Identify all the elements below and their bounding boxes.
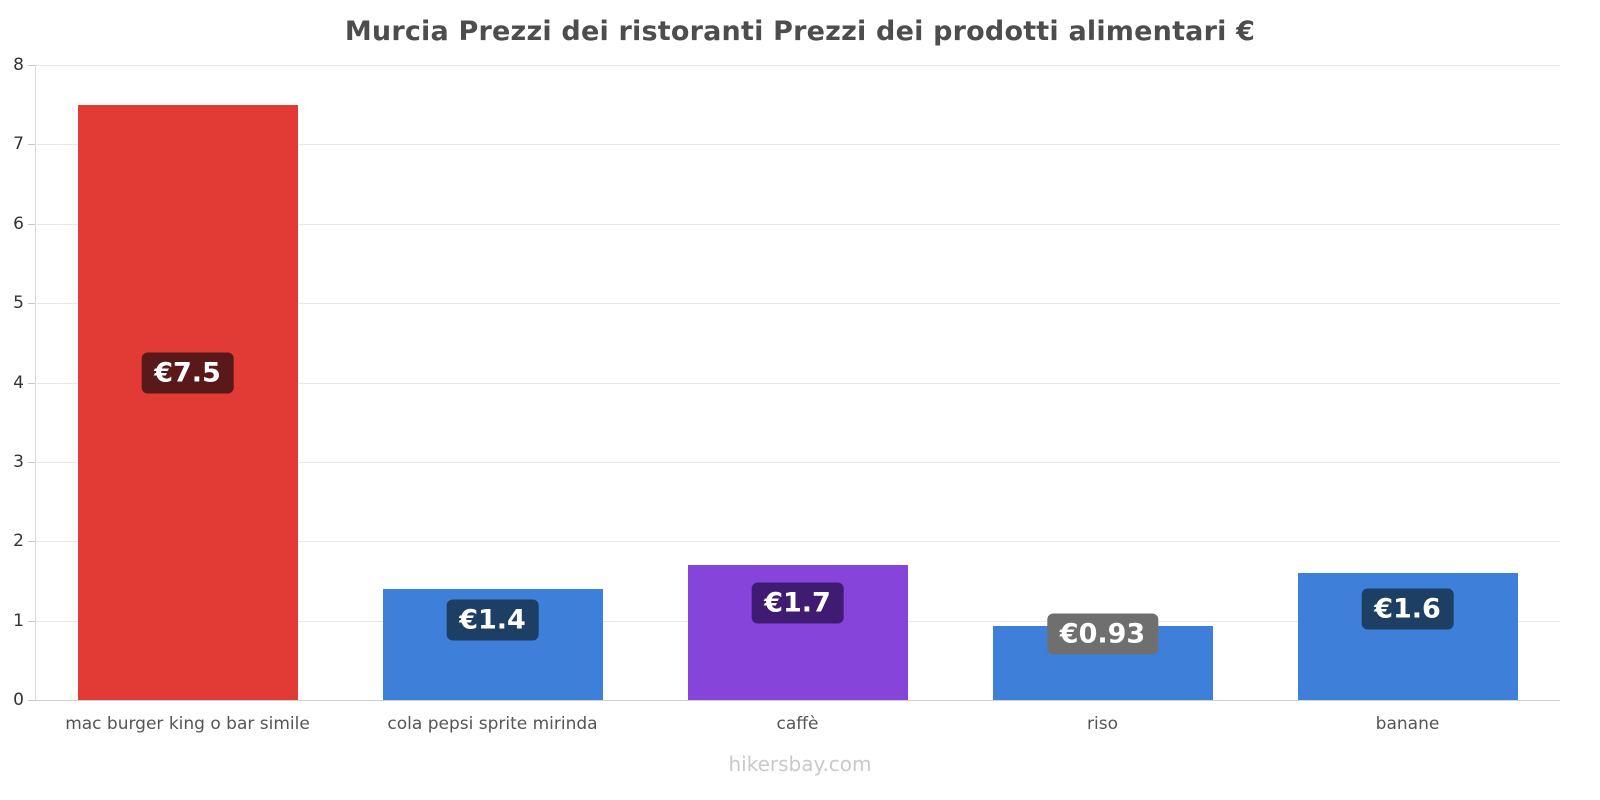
value-label-1: €7.5 <box>141 352 234 394</box>
value-label-4: €0.93 <box>1046 613 1159 655</box>
gridline-7 <box>35 144 1560 146</box>
y-axis-tick <box>28 461 35 463</box>
y-axis-tick-label-0: 0 <box>13 690 24 710</box>
y-axis-tick <box>28 144 35 146</box>
y-axis-tick-label-3: 3 <box>13 451 24 472</box>
gridline-8 <box>35 65 1560 66</box>
y-axis-tick-label-4: 4 <box>13 372 24 393</box>
gridline-2 <box>35 541 1560 543</box>
watermark-hikersbay: hikersbay.com <box>728 752 872 776</box>
x-axis-category-label-2: cola pepsi sprite mirinda <box>387 714 598 734</box>
y-axis-tick <box>28 303 35 305</box>
y-axis-tick <box>28 541 35 543</box>
gridline-5 <box>35 303 1560 305</box>
chart-title: Murcia Prezzi dei ristoranti Prezzi dei … <box>344 16 1256 47</box>
gridline-3 <box>35 461 1560 463</box>
value-label-5: €1.6 <box>1361 588 1454 630</box>
y-axis-tick-label-1: 1 <box>13 610 24 631</box>
y-axis-tick <box>28 700 35 701</box>
x-axis-category-label-3: caffè <box>776 714 819 734</box>
x-axis-category-label-1: mac burger king o bar simile <box>65 714 310 734</box>
y-axis-tick-label-7: 7 <box>13 134 24 155</box>
gridline-0 <box>35 700 1560 701</box>
y-axis-tick-label-6: 6 <box>13 213 24 234</box>
value-label-2: €1.4 <box>446 599 539 641</box>
bar-1 <box>77 104 298 700</box>
y-axis-tick <box>28 223 35 225</box>
y-axis-tick <box>28 620 35 622</box>
x-axis-category-label-4: riso <box>1087 714 1118 734</box>
gridline-6 <box>35 223 1560 225</box>
y-axis-tick <box>28 65 35 66</box>
y-axis-tick-label-8: 8 <box>13 55 24 75</box>
y-axis-tick-label-5: 5 <box>13 293 24 314</box>
y-axis-tick-label-2: 2 <box>13 531 24 552</box>
x-axis-category-label-5: banane <box>1375 714 1440 734</box>
value-label-3: €1.7 <box>751 582 844 624</box>
gridline-4 <box>35 382 1560 384</box>
y-axis-tick <box>28 382 35 384</box>
